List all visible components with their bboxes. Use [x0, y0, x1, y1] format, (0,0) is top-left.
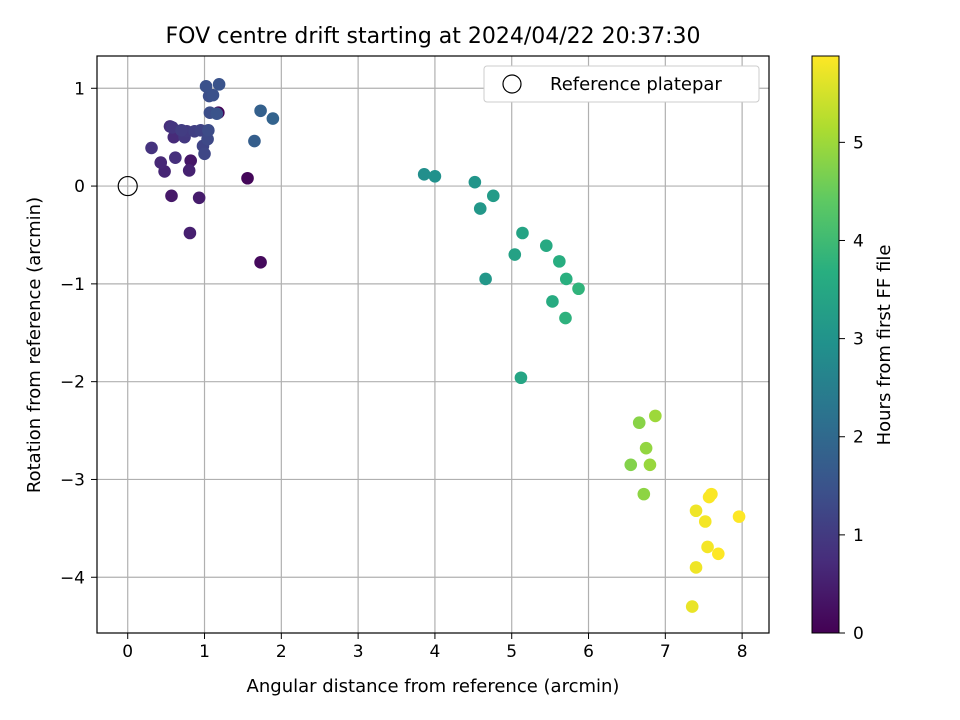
- data-point: [649, 409, 662, 423]
- y-axis-label: Rotation from reference (arcmin): [24, 197, 45, 493]
- data-point: [508, 248, 522, 261]
- x-axis-ticks: 0 1 2 3 4 5 6 7 8: [122, 633, 748, 662]
- grid-lines: [97, 56, 769, 633]
- data-point: [479, 272, 492, 286]
- x-tick-label: 3: [353, 642, 364, 662]
- colorbar-tick-label: 2: [853, 428, 864, 448]
- legend: Reference platepar: [483, 65, 760, 103]
- data-point: [553, 255, 566, 268]
- data-point: [145, 141, 158, 155]
- x-axis-label: Angular distance from reference (arcmin): [247, 676, 620, 697]
- data-point: [212, 78, 226, 91]
- y-tick-label: 1: [74, 79, 85, 99]
- data-point: [202, 124, 215, 137]
- data-point: [516, 226, 529, 240]
- legend-entry-label: Reference platepar: [550, 74, 722, 95]
- data-point: [473, 202, 487, 215]
- colorbar-tick-label: 0: [853, 624, 864, 644]
- x-tick-label: 8: [737, 642, 748, 662]
- data-point: [428, 169, 442, 183]
- data-point: [624, 458, 638, 472]
- data-point: [701, 540, 714, 554]
- data-point: [198, 147, 211, 161]
- x-tick-label: 6: [583, 642, 594, 662]
- data-point: [175, 124, 188, 137]
- x-tick-label: 4: [430, 642, 441, 662]
- data-point: [539, 239, 553, 253]
- x-tick-label: 5: [506, 642, 517, 662]
- data-point: [712, 547, 725, 561]
- data-point: [632, 416, 646, 430]
- data-point: [689, 561, 703, 574]
- data-point: [705, 487, 718, 501]
- data-point: [183, 226, 197, 240]
- data-point: [182, 164, 196, 177]
- x-tick-label: 1: [199, 642, 210, 662]
- data-point: [637, 487, 651, 501]
- data-point: [546, 295, 559, 308]
- data-point: [184, 154, 197, 167]
- data-point: [169, 151, 182, 165]
- data-point: [643, 458, 657, 472]
- x-tick-label: 7: [660, 642, 671, 662]
- legend-reference-marker: [502, 74, 522, 94]
- chart-title: FOV centre drift starting at 2024/04/22 …: [166, 24, 701, 49]
- x-tick-label: 0: [122, 642, 133, 662]
- data-point: [206, 88, 220, 102]
- data-point: [689, 504, 703, 518]
- colorbar-tick-label: 1: [853, 526, 864, 546]
- data-point: [417, 168, 431, 181]
- data-point: [154, 156, 168, 169]
- reference-platepar-marker: [117, 175, 138, 197]
- colorbar-tick-label: 4: [853, 231, 864, 251]
- data-point: [698, 515, 712, 528]
- data-point: [199, 80, 213, 93]
- x-tick-label: 2: [276, 642, 287, 662]
- colorbar: 0 1 2 3 4 5 Hours from first FF file: [811, 55, 895, 644]
- data-point: [559, 311, 572, 325]
- y-tick-label: −2: [60, 373, 85, 393]
- colorbar-gradient: [811, 55, 840, 634]
- legend-box: [483, 65, 760, 103]
- y-tick-label: −4: [60, 568, 85, 588]
- y-axis-ticks: −4 −3 −2 −1 0 1: [60, 79, 97, 588]
- data-point: [254, 104, 267, 118]
- data-point: [514, 371, 528, 385]
- data-point: [241, 171, 254, 185]
- data-point: [192, 191, 206, 205]
- data-point: [468, 175, 482, 189]
- colorbar-tick-label: 5: [853, 133, 864, 153]
- data-point: [266, 112, 280, 125]
- data-point: [732, 510, 746, 523]
- data-point: [572, 282, 585, 296]
- y-tick-label: 0: [74, 177, 85, 197]
- data-point: [165, 189, 178, 203]
- colorbar-label: Hours from first FF file: [874, 245, 895, 446]
- plot-area-frame: [96, 55, 770, 634]
- data-point: [639, 441, 653, 455]
- data-points: [117, 78, 746, 613]
- y-tick-label: −3: [60, 470, 85, 490]
- colorbar-ticks: 0 1 2 3 4 5: [839, 133, 864, 644]
- y-tick-label: −1: [60, 275, 85, 295]
- data-point: [685, 600, 699, 613]
- data-point: [559, 272, 573, 286]
- data-point: [210, 107, 224, 120]
- colorbar-tick-label: 3: [853, 330, 864, 350]
- data-point: [248, 134, 261, 148]
- data-point: [254, 256, 267, 269]
- data-point: [486, 189, 500, 203]
